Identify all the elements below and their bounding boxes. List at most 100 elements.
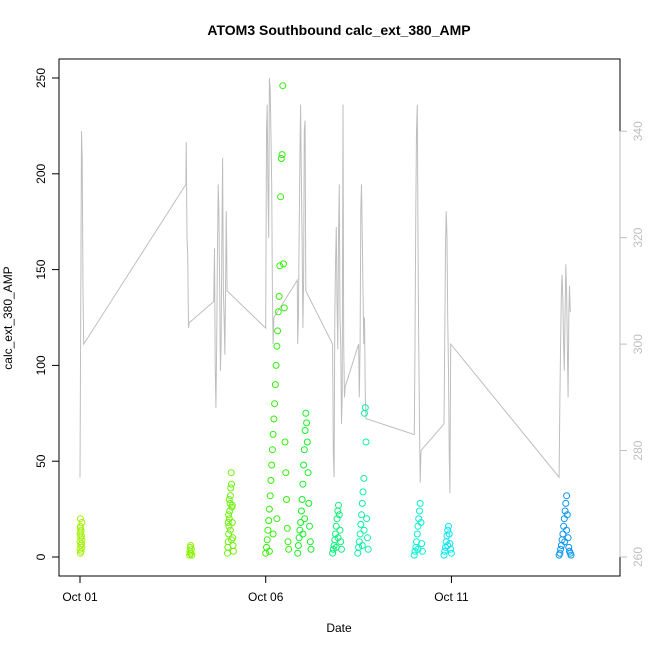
scatter-point [280,304,288,312]
scatter-point [284,538,292,546]
scatter-point [77,547,85,555]
scatter-point [77,528,85,536]
scatter-point [274,327,282,335]
y2-tick-label: 280 [631,440,645,460]
scatter-point [297,519,305,526]
scatter-series-4 [294,409,315,557]
scatter-point [444,526,452,534]
scatter-point [271,400,279,408]
scatter-point [274,308,282,316]
scatter-point [294,549,302,557]
scatter-point [361,409,368,417]
scatter-point [414,545,422,553]
scatter-point [272,361,280,369]
scatter-point [268,446,276,454]
scatter-point [358,542,366,549]
scatter-point [415,515,423,523]
scatter-point [567,551,575,559]
scatter-point [227,484,235,492]
scatter-point [359,488,367,496]
scatter-point [307,545,315,553]
scatter-series-1 [186,542,196,559]
scatter-series-5 [329,501,345,557]
scatter-series-7 [410,499,426,559]
scatter-point [283,496,290,503]
scatter-point [273,515,281,523]
scatter-point [410,551,418,559]
scatter-point [269,430,277,438]
scatter-series-8 [440,522,455,559]
scatter-point [557,545,565,553]
scatter-point [332,522,340,530]
scatter-point [332,543,340,551]
scatter-point [419,547,426,555]
scatter-series-6 [354,404,372,557]
axes-layer: Oct 01 Oct 06 Oct 11 0 50 100 150 200 250 260 280 3… [34,68,645,604]
scatter-point [266,492,274,500]
scatter-point [300,461,308,469]
scatter-point [334,534,342,542]
line-series [79,77,571,494]
scatter-series-2 [224,469,237,557]
scatter-point [262,549,270,557]
scatter-point [333,515,341,523]
scatter-point [297,507,305,515]
scatter-point [276,262,284,270]
scatter-point [187,542,195,549]
scatter-point [299,480,307,488]
scatter-point [224,519,232,526]
scatter-point [335,511,343,519]
scatter-point [228,501,236,509]
scatter-point [271,381,279,389]
y2-tick-label: 300 [631,334,645,354]
scatter-point [363,515,371,523]
scatter-point [227,469,235,477]
scatter-layer [76,82,575,559]
scatter-point [228,480,235,488]
scatter-point [444,542,452,549]
x-tick-label: Oct 06 [248,590,284,604]
scatter-point [225,496,233,503]
scatter-point [78,519,86,526]
scatter-point [556,549,564,557]
scatter-point [557,542,565,549]
scatter-series-3 [262,82,293,557]
scatter-point [282,469,290,477]
scatter-point [355,543,363,551]
scatter-point [265,547,273,555]
scatter-point [267,476,275,484]
scatter-point [269,530,277,538]
scatter-point [78,543,86,551]
scatter-point [306,522,313,530]
scatter-point [357,520,365,528]
scatter-point [562,499,570,507]
y-tick-label: 50 [34,454,48,468]
scatter-point [563,526,571,534]
scatter-point [225,530,233,538]
scatter-point [442,538,450,546]
scatter-point [299,530,307,538]
scatter-point [358,499,366,507]
scatter-series-9 [555,492,575,559]
x-axis: Oct 01 Oct 06 Oct 11 [62,575,469,604]
scatter-point [335,501,342,509]
scatter-point [445,522,452,530]
scatter-point [334,507,342,515]
scatter-point [301,515,309,523]
scatter-point [277,193,285,201]
scatter-point [563,511,571,519]
scatter-point [78,540,85,548]
scatter-point [277,155,285,162]
scatter-point [303,419,311,427]
scatter-point [301,427,309,434]
scatter-point [356,530,364,538]
scatter-point [329,549,337,557]
scatter-point [304,469,312,477]
scatter-point [281,438,289,446]
scatter-point [561,538,569,546]
scatter-series-0 [76,515,86,557]
scatter-point [225,511,233,519]
scatter-point [364,545,372,553]
